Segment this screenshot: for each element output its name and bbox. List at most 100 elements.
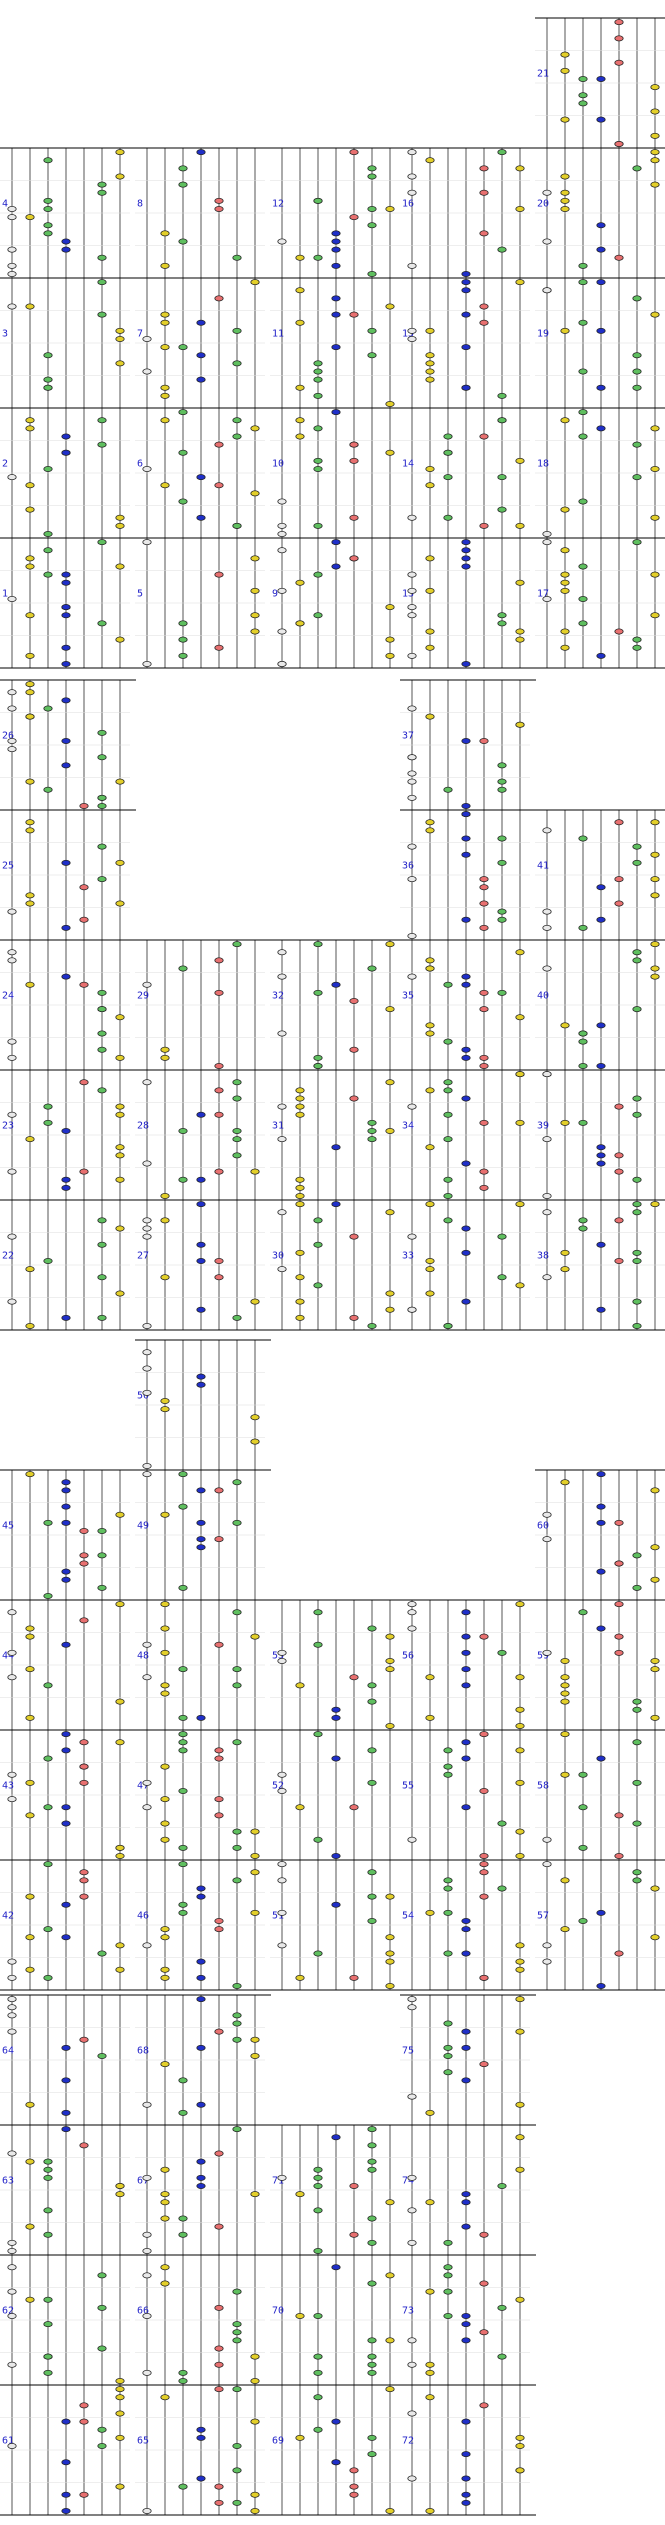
lens-note-icon <box>277 531 287 538</box>
lens-note-icon <box>25 612 35 619</box>
lens-note-icon <box>25 417 35 424</box>
lens-note-icon <box>232 1479 242 1486</box>
lens-note-icon <box>25 2158 35 2165</box>
lens-note-icon <box>461 2028 471 2035</box>
lens-note-icon <box>250 425 260 432</box>
lens-note-icon <box>614 19 624 26</box>
lens-note-icon <box>196 1373 206 1380</box>
lens-note-icon <box>560 1877 570 1884</box>
lens-note-icon <box>25 681 35 688</box>
lens-note-icon <box>142 2369 152 2376</box>
lens-note-icon <box>61 2491 71 2498</box>
lens-note-icon <box>178 2483 188 2490</box>
lens-note-icon <box>461 539 471 546</box>
lens-note-icon <box>115 1290 125 1297</box>
measure-number: 42 <box>2 1911 14 1922</box>
measure-column: 13 14 15 16 <box>400 147 536 669</box>
lens-note-icon <box>79 2491 89 2498</box>
lens-note-icon <box>196 2182 206 2189</box>
lens-note-icon <box>196 1996 206 2003</box>
lens-note-icon <box>79 2418 89 2425</box>
lens-note-icon <box>497 2353 507 2360</box>
lens-note-icon <box>142 981 152 988</box>
lens-note-icon <box>232 327 242 334</box>
lens-note-icon <box>295 1298 305 1305</box>
lens-note-icon <box>196 1306 206 1313</box>
lens-note-icon <box>214 2499 224 2506</box>
lens-note-icon <box>461 2312 471 2319</box>
measure-column: 17 18 19 20 21 <box>535 17 665 669</box>
lens-note-icon <box>232 1844 242 1851</box>
lens-note-icon <box>79 803 89 810</box>
lens-note-icon <box>79 1739 89 1746</box>
lens-note-icon <box>43 157 53 164</box>
lens-note-icon <box>214 989 224 996</box>
lens-note-icon <box>313 2426 323 2433</box>
lens-note-icon <box>61 1901 71 1908</box>
lens-note-icon <box>61 2507 71 2514</box>
lens-note-icon <box>25 425 35 432</box>
lens-note-icon <box>277 1658 287 1665</box>
lens-note-icon <box>97 254 107 261</box>
lens-note-icon <box>7 705 17 712</box>
lens-note-icon <box>632 1739 642 1746</box>
lens-note-icon <box>425 360 435 367</box>
measure-number: 29 <box>137 991 149 1002</box>
lens-note-icon <box>497 474 507 481</box>
measure-number: 15 <box>402 329 414 340</box>
lens-note-icon <box>497 916 507 923</box>
lens-note-icon <box>160 1820 170 1827</box>
lens-note-icon <box>407 2475 417 2482</box>
lens-note-icon <box>632 441 642 448</box>
lens-note-icon <box>461 2044 471 2051</box>
lens-note-icon <box>142 539 152 546</box>
lens-note-icon <box>367 222 377 229</box>
lens-note-icon <box>497 1274 507 1281</box>
measure-number: 34 <box>402 1121 414 1132</box>
lens-note-icon <box>560 506 570 513</box>
lens-note-icon <box>497 2182 507 2189</box>
lens-note-icon <box>443 1950 453 1957</box>
lens-note-icon <box>479 989 489 996</box>
lens-note-icon <box>443 433 453 440</box>
lens-note-icon <box>7 2012 17 2019</box>
lens-note-icon <box>650 84 660 91</box>
lens-note-icon <box>596 76 606 83</box>
lens-note-icon <box>295 579 305 586</box>
lens-note-icon <box>560 189 570 196</box>
lens-note-icon <box>232 2321 242 2328</box>
lens-note-icon <box>385 2386 395 2393</box>
lens-note-icon <box>232 433 242 440</box>
lens-note-icon <box>407 1233 417 1240</box>
measure-number: 73 <box>402 2306 414 2317</box>
lens-note-icon <box>97 189 107 196</box>
lens-note-icon <box>515 1723 525 1730</box>
lens-note-icon <box>232 360 242 367</box>
lens-note-icon <box>614 140 624 147</box>
measure-number: 47 <box>137 1781 149 1792</box>
lens-note-icon <box>479 1731 489 1738</box>
lens-note-icon <box>578 262 588 269</box>
lens-note-icon <box>142 1160 152 1167</box>
lens-note-icon <box>232 417 242 424</box>
lens-note-icon <box>479 319 489 326</box>
lens-note-icon <box>142 2231 152 2238</box>
lens-note-icon <box>515 1747 525 1754</box>
lens-note-icon <box>313 2174 323 2181</box>
lens-note-icon <box>349 214 359 221</box>
lens-note-icon <box>443 1909 453 1916</box>
lens-note-icon <box>61 571 71 578</box>
lens-note-icon <box>650 157 660 164</box>
lens-note-icon <box>61 433 71 440</box>
lens-note-icon <box>7 214 17 221</box>
lens-note-icon <box>331 1755 341 1762</box>
lens-note-icon <box>250 612 260 619</box>
lens-note-icon <box>542 287 552 294</box>
lens-note-icon <box>560 197 570 204</box>
measure-number: 48 <box>137 1651 149 1662</box>
lens-note-icon <box>367 2215 377 2222</box>
lens-note-icon <box>385 1658 395 1665</box>
lens-note-icon <box>542 1836 552 1843</box>
lens-note-icon <box>443 1877 453 1884</box>
lens-note-icon <box>560 205 570 212</box>
